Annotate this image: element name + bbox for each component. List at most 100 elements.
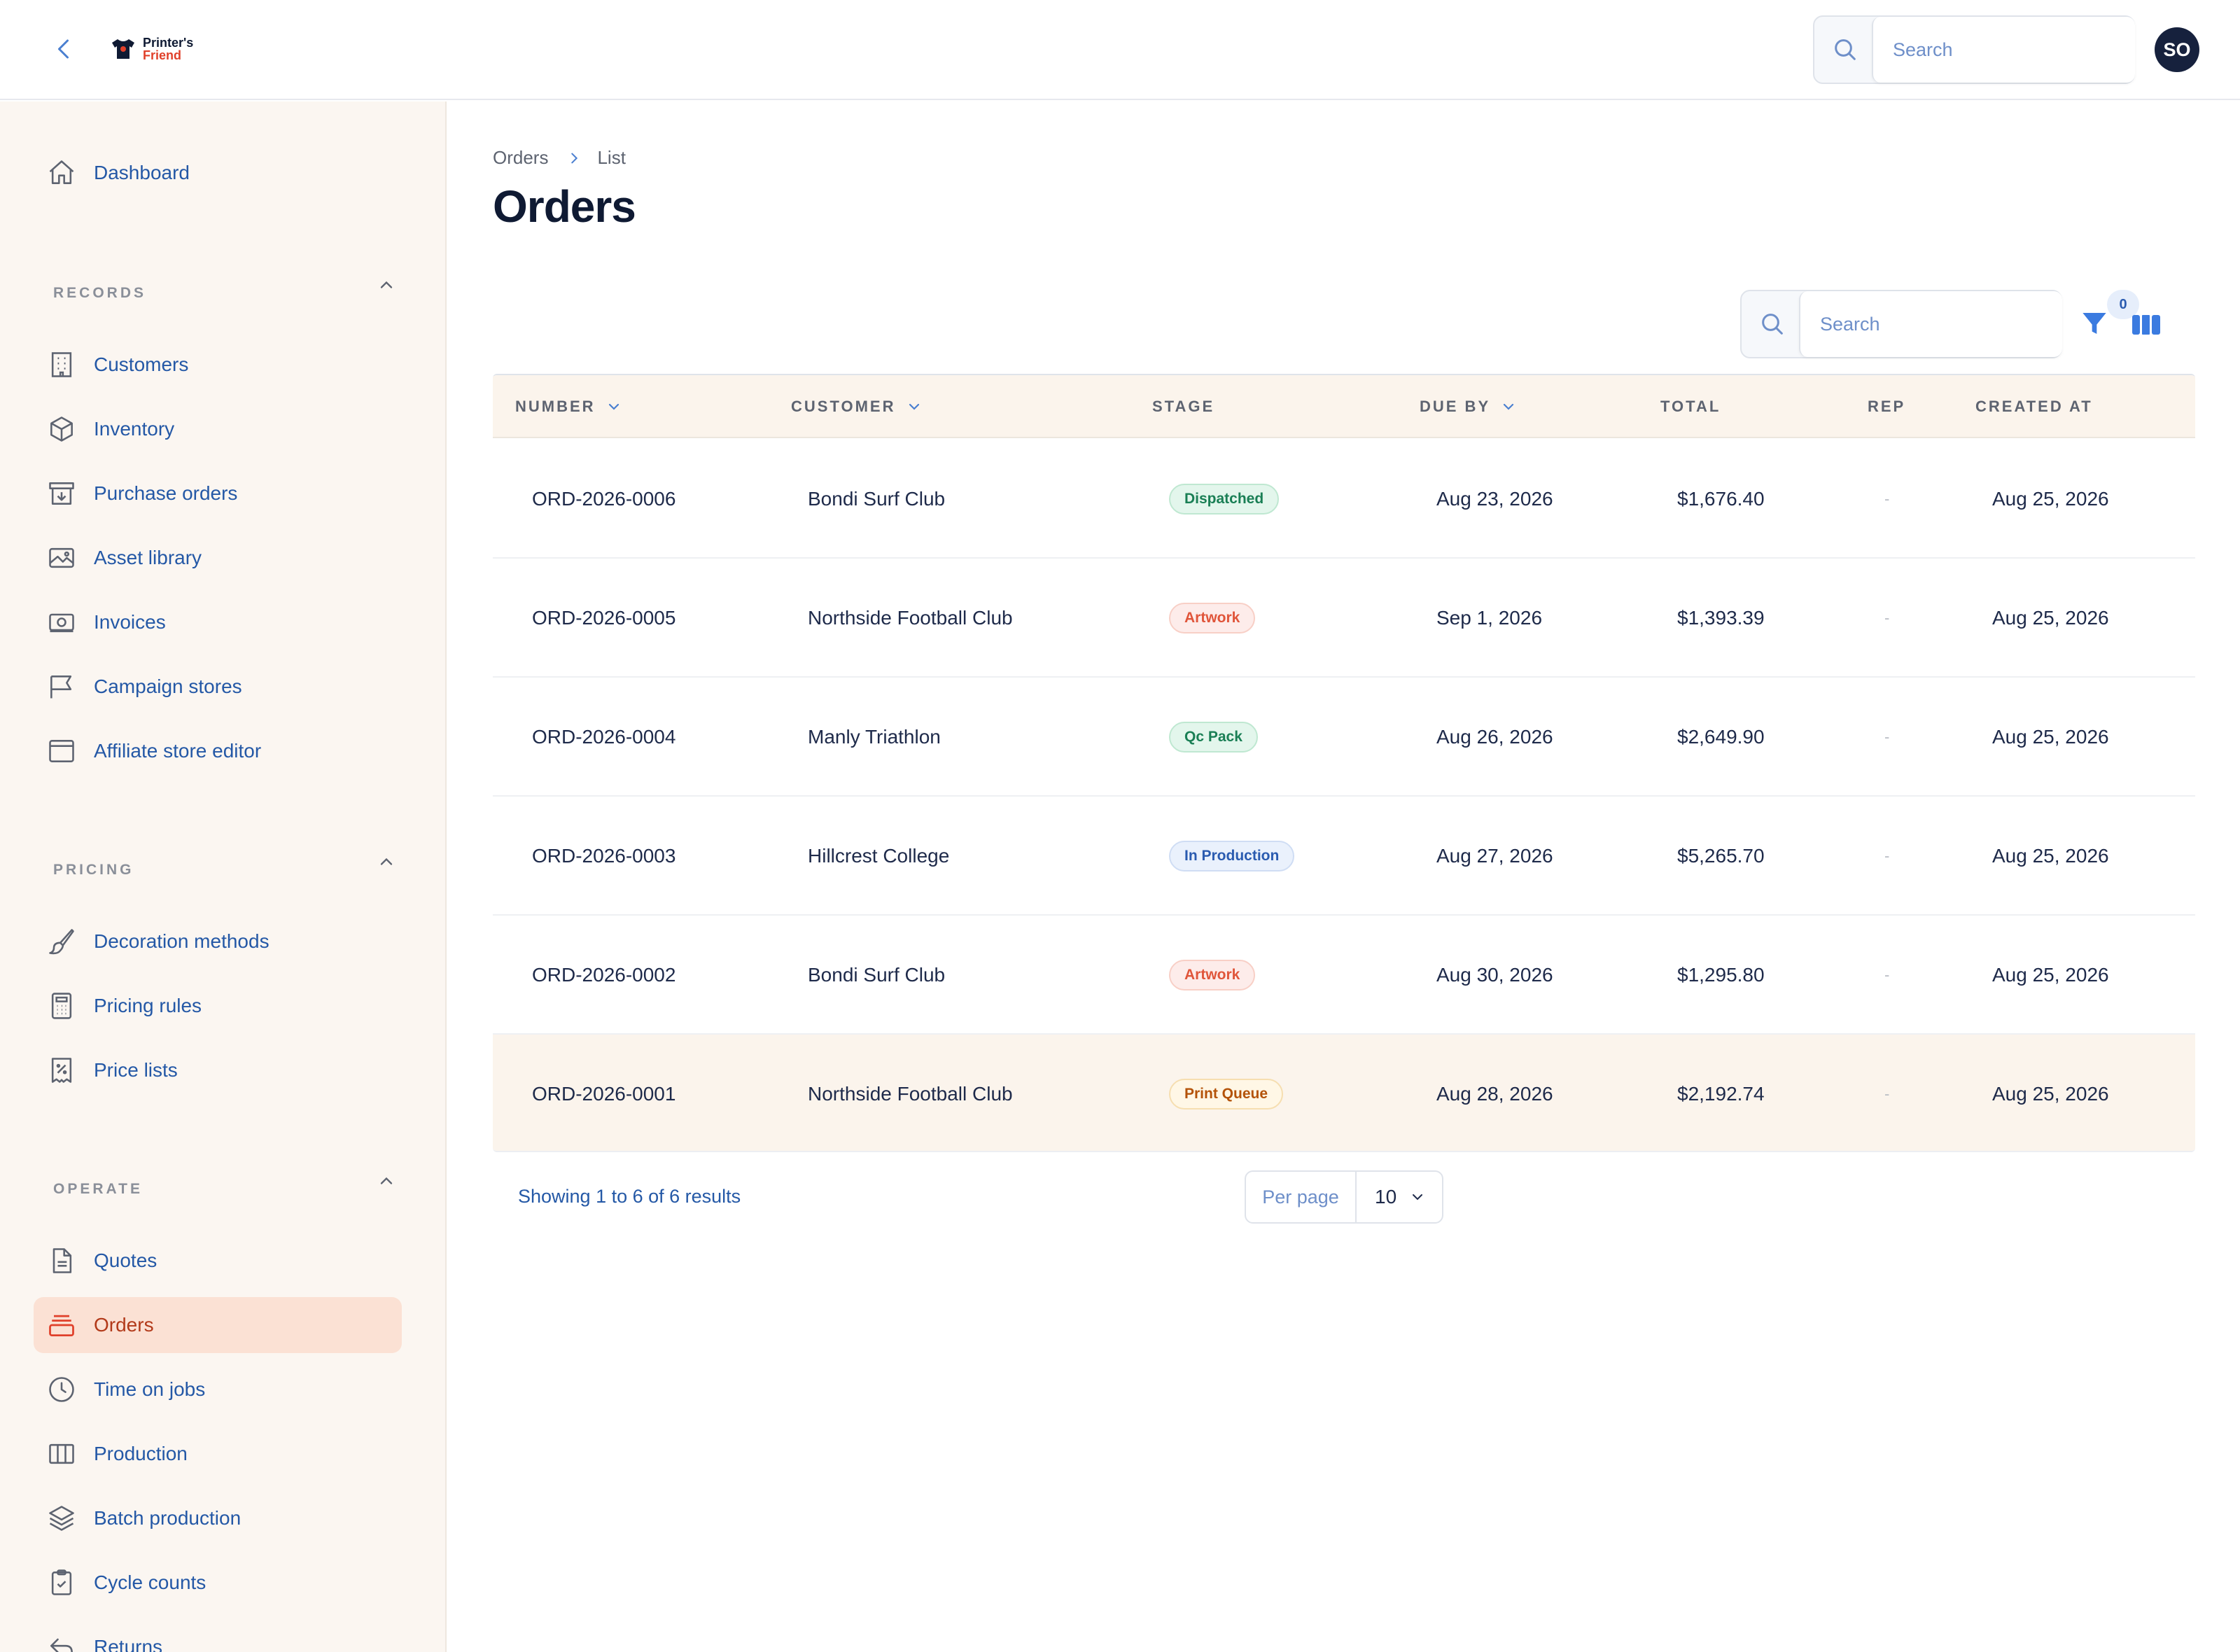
columns-toggle-icon[interactable] <box>2132 312 2160 336</box>
table-search-input[interactable] <box>1799 291 2062 357</box>
per-page-select[interactable]: 10 <box>1357 1172 1442 1222</box>
column-header-stage: STAGE <box>1152 398 1215 415</box>
sidebar-item-label: Returns <box>94 1636 163 1652</box>
sidebar-item-label: Batch production <box>94 1507 241 1529</box>
sidebar-item-asset-library[interactable]: Asset library <box>34 530 402 586</box>
table-row[interactable]: ORD-2026-0002 Bondi Surf Club Artwork Aug 3… <box>493 916 2195 1035</box>
sidebar-item-quotes[interactable]: Quotes <box>34 1233 402 1289</box>
column-header-rep: REP <box>1868 398 1906 415</box>
table-row[interactable]: ORD-2026-0003 Hillcrest College In Product… <box>493 797 2195 916</box>
chevron-right-icon <box>571 153 578 163</box>
breadcrumb-list: List <box>597 147 626 168</box>
avatar[interactable]: SO <box>2155 27 2199 72</box>
layers-icon <box>49 1506 74 1531</box>
stage-badge: Artwork <box>1169 603 1256 634</box>
cell-stage: Artwork <box>1169 916 1256 1035</box>
chevron-down-icon <box>1504 403 1514 410</box>
sidebar-item-orders[interactable]: Orders <box>34 1297 402 1353</box>
global-search-input[interactable] <box>1872 17 2135 83</box>
per-page-label: Per page <box>1246 1172 1357 1222</box>
filter-count-badge: 0 <box>2107 290 2139 319</box>
section-label-operate: OPERATE <box>53 1181 143 1197</box>
chevron-down-icon <box>1413 1194 1423 1200</box>
columns-icon <box>49 1443 74 1464</box>
cell-customer: Hillcrest College <box>808 845 950 867</box>
sidebar-item-affiliate-store-editor[interactable]: Affiliate store editor <box>34 723 402 779</box>
table-search <box>1740 290 2062 358</box>
search-icon <box>1835 39 1856 60</box>
sidebar-item-label: Campaign stores <box>94 676 242 697</box>
sidebar-item-label: Cycle counts <box>94 1572 206 1593</box>
filter-icon[interactable] <box>2080 308 2108 339</box>
receipt-percent-icon <box>51 1058 72 1083</box>
cell-rep: - <box>1884 966 1890 983</box>
stage-badge: Qc Pack <box>1169 722 1258 752</box>
cell-created-at: Aug 25, 2026 <box>1992 1083 2109 1105</box>
cell-customer: Northside Football Club <box>808 1083 1013 1105</box>
cell-total: $1,295.80 <box>1677 964 1765 986</box>
cell-due-by: Aug 30, 2026 <box>1436 964 1553 986</box>
orders-table: NUMBER CUSTOMER STAGE DUE BY TOTAL REP C… <box>493 374 2195 1152</box>
chevron-down-icon <box>608 403 619 410</box>
cell-stage: Artwork <box>1169 559 1256 678</box>
home-icon <box>49 160 74 184</box>
per-page-value: 10 <box>1375 1186 1397 1208</box>
cell-due-by: Aug 28, 2026 <box>1436 1083 1553 1105</box>
sidebar-item-label: Orders <box>94 1314 154 1336</box>
sidebar-item-batch-production[interactable]: Batch production <box>34 1490 402 1546</box>
chevron-up-icon[interactable] <box>377 852 396 872</box>
calculator-icon <box>51 993 72 1019</box>
flag-icon <box>50 676 72 699</box>
logo[interactable]: Printer's Friend <box>109 35 193 63</box>
cell-due-by: Aug 26, 2026 <box>1436 726 1553 748</box>
cell-customer: Manly Triathlon <box>808 726 941 748</box>
sidebar-item-invoices[interactable]: Invoices <box>34 594 402 650</box>
document-icon <box>52 1248 72 1273</box>
sidebar-item-time-on-jobs[interactable]: Time on jobs <box>34 1362 402 1418</box>
cell-total: $2,192.74 <box>1677 1083 1765 1105</box>
cell-due-by: Sep 1, 2026 <box>1436 607 1543 629</box>
cell-rep: - <box>1884 847 1890 864</box>
per-page-control: Per page 10 <box>1245 1170 1443 1224</box>
cell-created-at: Aug 25, 2026 <box>1992 964 2109 986</box>
sidebar-item-campaign-stores[interactable]: Campaign stores <box>34 659 402 715</box>
back-arrow-icon[interactable] <box>52 35 77 63</box>
column-header-customer[interactable]: CUSTOMER <box>791 375 923 438</box>
sidebar-item-decoration-methods[interactable]: Decoration methods <box>34 913 402 969</box>
chevron-up-icon[interactable] <box>377 275 396 295</box>
cell-total: $1,393.39 <box>1677 607 1765 629</box>
sidebar-item-returns[interactable]: Returns <box>34 1619 402 1652</box>
logo-line1: Printer's <box>143 36 194 50</box>
logo-line2: Friend <box>143 48 182 62</box>
sidebar-item-dashboard[interactable]: Dashboard <box>34 145 402 201</box>
column-header-due-by[interactable]: DUE BY <box>1420 375 1517 438</box>
sidebar-item-purchase-orders[interactable]: Purchase orders <box>34 465 402 522</box>
sidebar-item-cycle-counts[interactable]: Cycle counts <box>34 1555 402 1611</box>
global-search <box>1813 15 2135 84</box>
table-row[interactable]: ORD-2026-0005 Northside Football Club Artw… <box>493 559 2195 678</box>
column-header-total: TOTAL <box>1660 398 1721 415</box>
cell-number: ORD-2026-0003 <box>532 845 676 867</box>
cell-total: $2,649.90 <box>1677 726 1765 748</box>
cell-stage: Print Queue <box>1169 1035 1284 1151</box>
sidebar-item-customers[interactable]: Customers <box>34 337 402 393</box>
banknote-icon <box>49 613 74 633</box>
table-row[interactable]: ORD-2026-0004 Manly Triathlon Qc Pack Aug 2… <box>493 678 2195 797</box>
cell-rep: - <box>1884 609 1890 626</box>
sidebar-item-inventory[interactable]: Inventory <box>34 401 402 457</box>
sidebar-item-label: Dashboard <box>94 162 190 183</box>
sidebar-item-pricing-rules[interactable]: Pricing rules <box>34 978 402 1034</box>
section-label-pricing: PRICING <box>53 862 134 878</box>
clock-icon <box>49 1377 74 1402</box>
sidebar-item-label: Purchase orders <box>94 482 238 504</box>
chevron-up-icon[interactable] <box>377 1171 396 1191</box>
sidebar-item-price-lists[interactable]: Price lists <box>34 1042 402 1098</box>
breadcrumb-orders[interactable]: Orders <box>493 147 549 168</box>
sidebar-item-label: Decoration methods <box>94 930 270 952</box>
cell-customer: Bondi Surf Club <box>808 488 946 510</box>
sidebar-item-label: Price lists <box>94 1059 178 1081</box>
sidebar-item-production[interactable]: Production <box>34 1426 402 1482</box>
table-row[interactable]: ORD-2026-0006 Bondi Surf Club Dispatched Au… <box>493 440 2195 559</box>
table-row[interactable]: ORD-2026-0001 Northside Football Club Prin… <box>493 1035 2195 1151</box>
column-header-number[interactable]: NUMBER <box>515 375 622 438</box>
